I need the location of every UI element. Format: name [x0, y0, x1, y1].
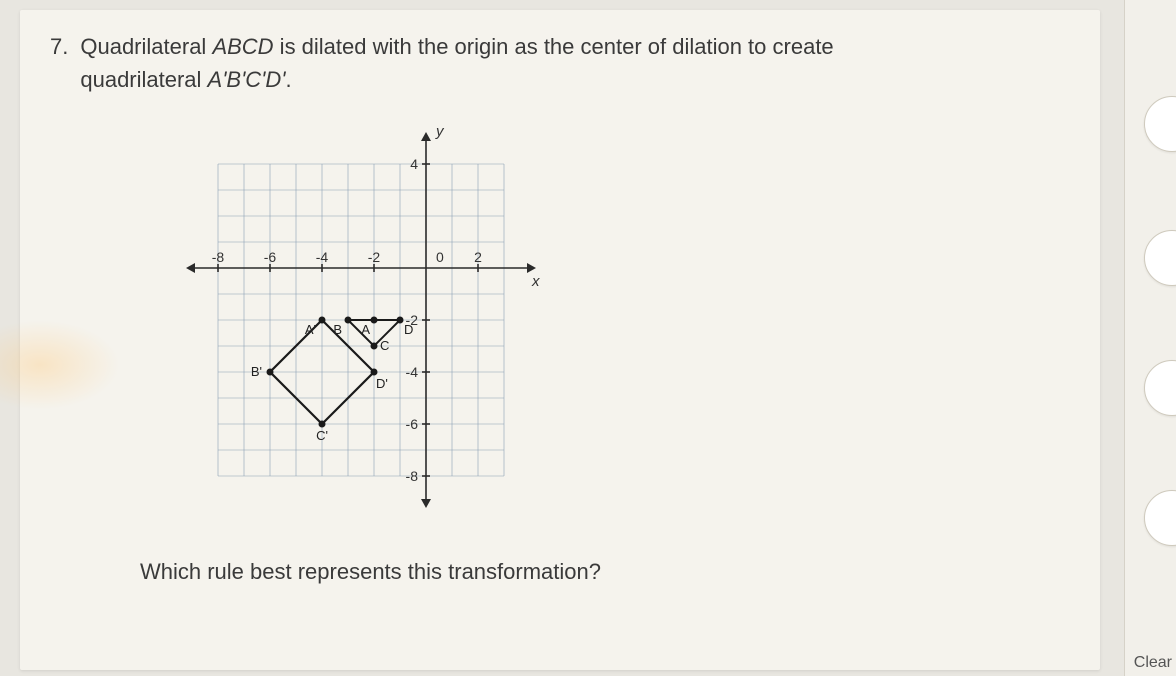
svg-text:-2: -2 — [368, 249, 381, 265]
svg-text:x: x — [531, 273, 540, 290]
svg-text:B': B' — [251, 364, 262, 379]
svg-text:-6: -6 — [406, 416, 419, 432]
svg-text:0: 0 — [436, 249, 444, 265]
question-number: 7. — [50, 30, 68, 96]
q-line1-mid: is dilated with the origin as the center… — [274, 34, 834, 59]
svg-text:D': D' — [376, 376, 388, 391]
svg-text:4: 4 — [410, 156, 418, 172]
answer-choice-button[interactable] — [1144, 360, 1176, 416]
svg-text:B: B — [333, 322, 342, 337]
question-text: 7. Quadrilateral ABCD is dilated with th… — [50, 30, 1070, 96]
svg-text:A: A — [361, 322, 370, 337]
question-body: Quadrilateral ABCD is dilated with the o… — [80, 30, 1070, 96]
q-line1-pre: Quadrilateral — [80, 34, 212, 59]
answer-rail: Clear — [1124, 0, 1176, 676]
q-line2-pre: quadrilateral — [80, 67, 207, 92]
answer-choice-button[interactable] — [1144, 230, 1176, 286]
q-line1-ital1: ABCD — [212, 34, 273, 59]
q-line2-ital: A'B'C'D' — [208, 67, 286, 92]
svg-text:A': A' — [305, 322, 316, 337]
svg-text:-8: -8 — [406, 468, 419, 484]
svg-text:D: D — [404, 322, 413, 337]
svg-text:-4: -4 — [406, 364, 419, 380]
q-line2-post: . — [285, 67, 291, 92]
svg-text:-6: -6 — [264, 249, 277, 265]
answer-choice-button[interactable] — [1144, 96, 1176, 152]
svg-text:-4: -4 — [316, 249, 329, 265]
svg-text:-8: -8 — [212, 249, 225, 265]
answer-choice-button[interactable] — [1144, 490, 1176, 546]
coordinate-grid: -8-6-4-22-8-6-4-240yxA'B'C'D'ABCD — [170, 116, 1070, 529]
grid-svg: -8-6-4-22-8-6-4-240yxA'B'C'D'ABCD — [170, 116, 552, 524]
svg-text:y: y — [435, 123, 445, 140]
worksheet-page: 7. Quadrilateral ABCD is dilated with th… — [20, 10, 1100, 670]
svg-text:2: 2 — [474, 249, 482, 265]
transformation-question: Which rule best represents this transfor… — [140, 559, 1070, 585]
svg-text:C': C' — [316, 428, 328, 443]
svg-text:C: C — [380, 338, 389, 353]
clear-label[interactable]: Clear — [1134, 654, 1172, 672]
